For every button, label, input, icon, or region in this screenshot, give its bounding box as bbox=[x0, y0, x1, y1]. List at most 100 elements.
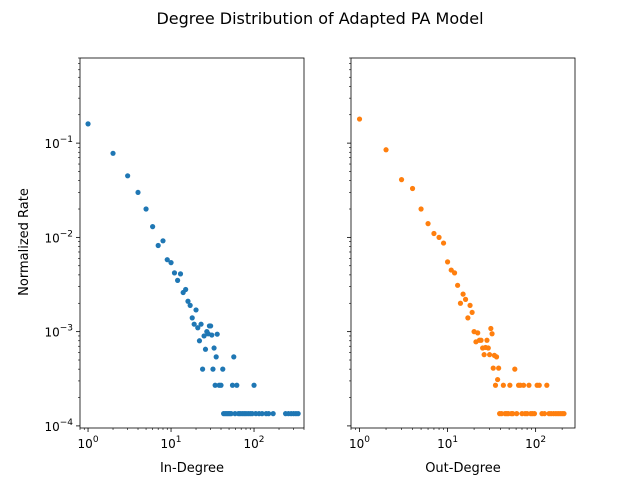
in-degree-data-point bbox=[183, 286, 189, 293]
out-degree-data-point bbox=[444, 259, 451, 265]
out-degree-x-tick-label: 101 bbox=[437, 435, 458, 451]
out-degree-data-point bbox=[460, 291, 466, 297]
in-degree-data-point bbox=[218, 382, 224, 388]
out-degree-data-point bbox=[524, 411, 530, 417]
out-degree-data-point bbox=[425, 221, 431, 227]
in-degree-data-point bbox=[234, 382, 240, 388]
out-degree-data-point bbox=[356, 116, 363, 122]
in-degree-data-point bbox=[199, 366, 206, 372]
in-degree-data-point bbox=[143, 206, 149, 212]
out-degree-x-axis-label: Out-Degree bbox=[425, 461, 501, 476]
in-degree-data-point bbox=[211, 345, 217, 351]
out-degree-data-point bbox=[507, 382, 513, 388]
in-degree-data-point bbox=[249, 411, 255, 417]
out-degree-data-point bbox=[418, 206, 424, 212]
in-degree-data-point bbox=[196, 338, 203, 344]
in-degree-data-point bbox=[150, 224, 156, 230]
out-degree-data-point bbox=[536, 382, 542, 388]
in-degree-data-point bbox=[231, 354, 237, 360]
in-degree-data-point bbox=[212, 382, 218, 388]
in-degree-axes-frame bbox=[79, 57, 305, 429]
out-degree-data-point bbox=[561, 411, 567, 417]
out-degree-data-point bbox=[451, 270, 458, 276]
in-degree-x-tick-label: 100 bbox=[78, 435, 99, 451]
out-degree-data-point bbox=[520, 382, 527, 388]
out-degree-data-point bbox=[526, 382, 532, 388]
out-degree-data-point bbox=[512, 366, 518, 372]
in-degree-data-point bbox=[160, 238, 166, 244]
in-degree-data-point bbox=[191, 321, 197, 327]
in-degree-y-tick-label: 10−4 bbox=[44, 418, 73, 434]
in-degree-data-point bbox=[175, 277, 181, 283]
out-degree-data-point bbox=[457, 300, 464, 306]
in-degree-data-point bbox=[259, 411, 265, 417]
out-degree-data-point bbox=[478, 337, 484, 343]
in-degree-data-point bbox=[229, 382, 236, 388]
in-degree-data-point bbox=[213, 354, 219, 360]
out-degree-data-point bbox=[409, 185, 416, 192]
out-degree-data-point bbox=[490, 365, 496, 371]
out-degree-data-point bbox=[498, 411, 505, 417]
in-degree-data-point bbox=[208, 323, 214, 329]
in-degree-data-point bbox=[85, 121, 91, 127]
out-degree-data-point bbox=[492, 382, 499, 388]
out-degree-data-point bbox=[496, 365, 502, 371]
out-degree-data-point bbox=[495, 376, 501, 383]
in-degree-x-tick-label: 102 bbox=[244, 435, 265, 451]
in-degree-data-point bbox=[202, 346, 209, 352]
out-degree-data-point bbox=[484, 337, 490, 343]
out-degree-data-point bbox=[489, 331, 495, 337]
out-degree-data-point bbox=[440, 240, 447, 246]
out-degree-data-point bbox=[436, 234, 442, 240]
out-degree-data-point bbox=[455, 282, 461, 288]
in-degree-data-point bbox=[195, 325, 201, 331]
in-degree-data-point bbox=[164, 257, 170, 263]
out-degree-data-point bbox=[514, 411, 520, 417]
out-degree-data-point bbox=[462, 296, 469, 302]
out-degree-data-point bbox=[541, 411, 548, 417]
in-degree-data-point bbox=[251, 382, 257, 388]
out-degree-data-point bbox=[500, 382, 506, 388]
in-degree-data-point bbox=[220, 366, 226, 372]
out-degree-panel: Out-Degree 100 101 102 bbox=[347, 57, 576, 476]
out-degree-data-point bbox=[475, 330, 481, 336]
in-degree-data-point bbox=[110, 150, 116, 156]
in-degree-y-tick-label: 10−2 bbox=[44, 229, 73, 245]
in-degree-data-point bbox=[155, 242, 161, 249]
in-degree-x-tick-label: 101 bbox=[161, 435, 182, 451]
out-degree-data-point bbox=[398, 177, 405, 183]
in-degree-data-point bbox=[209, 332, 215, 338]
in-degree-data-point bbox=[214, 331, 220, 337]
out-degree-data-point bbox=[465, 315, 471, 321]
in-degree-data-point bbox=[193, 307, 199, 313]
in-degree-data-point bbox=[177, 271, 184, 277]
in-degree-data-point bbox=[135, 189, 141, 196]
figure-title: Degree Distribution of Adapted PA Model bbox=[156, 9, 483, 28]
in-degree-data-point bbox=[295, 411, 301, 417]
in-degree-y-tick-label: 10−3 bbox=[44, 324, 73, 340]
out-degree-data-point bbox=[481, 352, 487, 358]
out-degree-data-point bbox=[469, 309, 475, 316]
in-degree-data-point bbox=[270, 411, 276, 417]
out-degree-x-tick-label: 102 bbox=[525, 435, 546, 451]
out-degree-data-point bbox=[510, 411, 516, 417]
out-degree-data-point bbox=[493, 354, 500, 360]
in-degree-x-axis-label: In-Degree bbox=[160, 461, 224, 476]
in-degree-panel: In-Degree Normalized Rate 100 101 102 10−4 1… bbox=[17, 57, 305, 476]
in-degree-data-point bbox=[266, 411, 272, 417]
out-degree-data-point bbox=[431, 230, 437, 237]
in-degree-data-point bbox=[198, 321, 204, 327]
out-degree-data-point bbox=[467, 302, 473, 308]
in-degree-data-point bbox=[189, 315, 195, 321]
in-degree-data-point bbox=[171, 270, 178, 276]
in-degree-data-point bbox=[125, 173, 131, 179]
y-axis-label: Normalized Rate bbox=[17, 188, 32, 296]
out-degree-data-point bbox=[488, 325, 494, 332]
out-degree-data-point bbox=[486, 352, 493, 358]
in-degree-data-point bbox=[185, 298, 191, 304]
out-degree-data-point bbox=[544, 382, 550, 388]
in-degree-data-point bbox=[210, 366, 216, 372]
out-degree-axes-frame bbox=[350, 57, 576, 429]
in-degree-data-point bbox=[187, 302, 193, 308]
